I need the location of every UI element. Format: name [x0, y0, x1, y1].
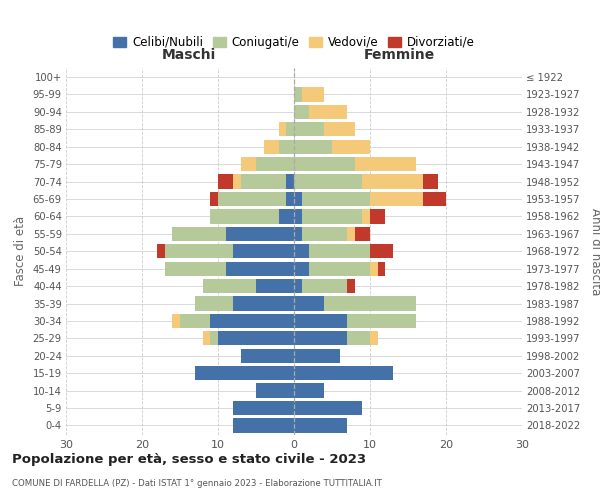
Bar: [233, 296, 294, 310]
Bar: [172, 314, 180, 328]
Bar: [241, 174, 286, 188]
Bar: [294, 122, 325, 136]
Bar: [309, 262, 370, 276]
Text: COMUNE DI FARDELLA (PZ) - Dati ISTAT 1° gennaio 2023 - Elaborazione TUTTITALIA.I: COMUNE DI FARDELLA (PZ) - Dati ISTAT 1° …: [12, 479, 382, 488]
Bar: [294, 384, 325, 398]
Bar: [241, 157, 256, 172]
Bar: [302, 226, 347, 241]
Bar: [256, 279, 294, 293]
Bar: [362, 210, 370, 224]
Legend: Celibi/Nubili, Coniugati/e, Vedovi/e, Divorziati/e: Celibi/Nubili, Coniugati/e, Vedovi/e, Di…: [109, 31, 479, 54]
Bar: [195, 296, 233, 310]
Bar: [218, 192, 286, 206]
Bar: [172, 226, 226, 241]
Bar: [211, 192, 218, 206]
Bar: [302, 88, 325, 102]
Bar: [294, 348, 340, 363]
Bar: [256, 157, 294, 172]
Bar: [218, 174, 233, 188]
Bar: [286, 192, 294, 206]
Bar: [294, 262, 309, 276]
Bar: [226, 262, 294, 276]
Bar: [302, 210, 362, 224]
Bar: [347, 314, 416, 328]
Bar: [294, 296, 325, 310]
Bar: [279, 210, 294, 224]
Text: Maschi: Maschi: [162, 48, 216, 62]
Bar: [294, 331, 347, 345]
Bar: [294, 192, 302, 206]
Bar: [218, 331, 294, 345]
Bar: [347, 331, 370, 345]
Bar: [286, 174, 294, 188]
Bar: [233, 174, 241, 188]
Bar: [355, 226, 370, 241]
Bar: [302, 279, 347, 293]
Bar: [294, 314, 347, 328]
Bar: [226, 226, 294, 241]
Bar: [241, 348, 294, 363]
Bar: [294, 279, 302, 293]
Bar: [233, 244, 294, 258]
Bar: [195, 366, 294, 380]
Bar: [370, 210, 385, 224]
Bar: [362, 174, 423, 188]
Bar: [423, 192, 446, 206]
Bar: [203, 279, 256, 293]
Bar: [309, 244, 370, 258]
Bar: [211, 331, 218, 345]
Bar: [233, 401, 294, 415]
Bar: [347, 279, 355, 293]
Bar: [309, 105, 347, 119]
Bar: [294, 401, 362, 415]
Bar: [263, 140, 279, 154]
Bar: [279, 122, 286, 136]
Bar: [325, 296, 416, 310]
Bar: [294, 88, 302, 102]
Bar: [355, 157, 416, 172]
Y-axis label: Anni di nascita: Anni di nascita: [589, 208, 600, 295]
Bar: [203, 331, 211, 345]
Bar: [294, 418, 347, 432]
Text: Popolazione per età, sesso e stato civile - 2023: Popolazione per età, sesso e stato civil…: [12, 452, 366, 466]
Bar: [370, 192, 423, 206]
Bar: [294, 244, 309, 258]
Bar: [279, 140, 294, 154]
Bar: [294, 210, 302, 224]
Bar: [294, 366, 393, 380]
Bar: [256, 384, 294, 398]
Bar: [157, 244, 165, 258]
Bar: [165, 244, 233, 258]
Y-axis label: Fasce di età: Fasce di età: [14, 216, 27, 286]
Bar: [294, 140, 332, 154]
Bar: [294, 174, 362, 188]
Bar: [165, 262, 226, 276]
Bar: [286, 122, 294, 136]
Bar: [211, 314, 294, 328]
Bar: [180, 314, 211, 328]
Bar: [294, 226, 302, 241]
Text: Femmine: Femmine: [363, 48, 434, 62]
Bar: [332, 140, 370, 154]
Bar: [211, 210, 279, 224]
Bar: [302, 192, 370, 206]
Bar: [370, 262, 377, 276]
Bar: [233, 418, 294, 432]
Bar: [377, 262, 385, 276]
Bar: [294, 157, 355, 172]
Bar: [347, 226, 355, 241]
Bar: [370, 331, 377, 345]
Bar: [325, 122, 355, 136]
Bar: [370, 244, 393, 258]
Bar: [294, 105, 309, 119]
Bar: [423, 174, 439, 188]
